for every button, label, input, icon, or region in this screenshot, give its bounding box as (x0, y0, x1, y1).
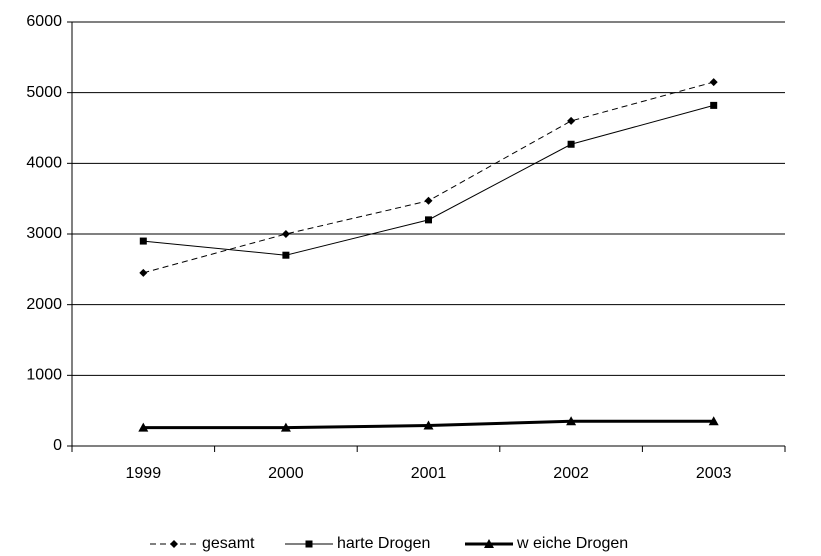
y-tick-label: 2000 (26, 296, 62, 313)
series-line (143, 104, 714, 256)
marker (424, 196, 433, 205)
marker (139, 237, 147, 245)
marker (170, 540, 178, 548)
x-tick-label: 1999 (126, 465, 162, 482)
series-line (143, 81, 714, 274)
legend-label: w eiche Drogen (516, 535, 628, 552)
x-tick-label: 2000 (268, 465, 304, 482)
marker (280, 422, 291, 432)
legend-label: harte Drogen (337, 535, 430, 552)
x-tick-label: 2003 (696, 465, 732, 482)
marker (139, 268, 148, 277)
marker (484, 539, 494, 548)
marker (567, 140, 575, 148)
marker (567, 116, 576, 125)
marker (423, 420, 434, 430)
marker (282, 251, 290, 259)
x-tick-label: 2001 (411, 465, 447, 482)
x-tick-label: 2002 (553, 465, 589, 482)
marker (566, 416, 577, 426)
y-tick-label: 6000 (26, 13, 62, 30)
marker (281, 230, 290, 238)
legend-label: gesamt (202, 535, 255, 552)
marker (709, 78, 718, 87)
y-tick-label: 4000 (26, 155, 62, 172)
marker (305, 540, 313, 548)
marker (425, 216, 432, 224)
marker (138, 422, 149, 432)
y-tick-label: 0 (53, 437, 62, 454)
y-tick-label: 5000 (26, 84, 62, 101)
y-tick-label: 3000 (26, 225, 62, 242)
marker (710, 101, 718, 109)
marker (708, 416, 719, 426)
y-tick-label: 1000 (26, 367, 62, 384)
